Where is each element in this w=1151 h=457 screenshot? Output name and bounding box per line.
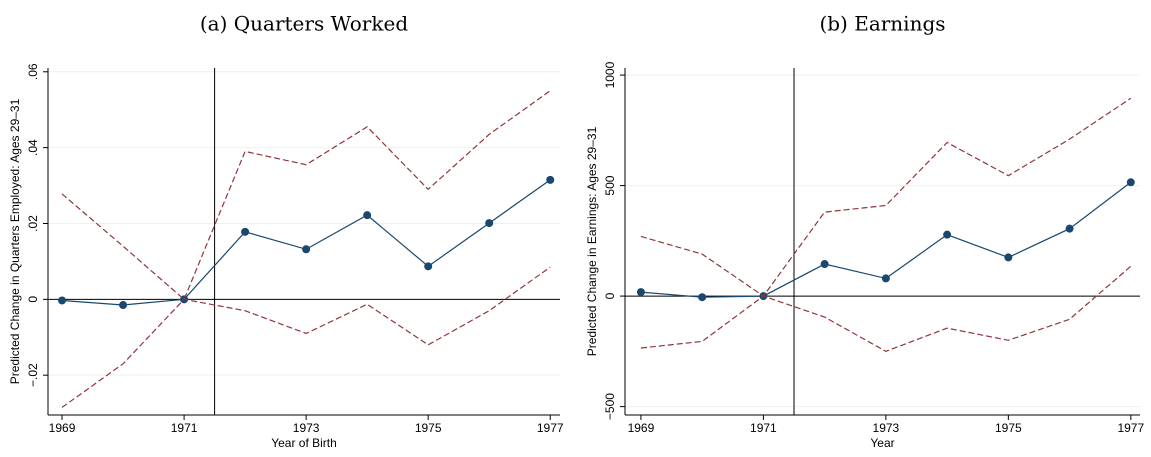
x-tick-label: 1969 <box>628 421 655 435</box>
point <box>119 301 128 310</box>
series-line <box>640 265 1132 353</box>
y-tick-label: 0 <box>26 296 40 303</box>
panel-title: (a) Quarters Worked <box>200 12 408 36</box>
x-tick-label: 1973 <box>293 421 320 435</box>
point <box>1065 224 1074 233</box>
point <box>1126 178 1135 187</box>
point <box>302 245 311 254</box>
point <box>546 175 555 184</box>
x-axis-label: Year <box>870 436 894 450</box>
point <box>636 288 645 297</box>
y-tick-label: −500 <box>603 393 617 420</box>
y-tick-label: .04 <box>26 139 40 156</box>
y-tick-label: .06 <box>26 63 40 80</box>
point <box>1004 253 1013 262</box>
y-tick-label: 500 <box>603 175 617 195</box>
y-tick-label: 0 <box>603 292 617 299</box>
y-axis-label: Predicted Change in Quarters Employed: A… <box>8 98 22 384</box>
x-tick-label: 1969 <box>49 421 76 435</box>
point <box>424 262 433 271</box>
x-tick-label: 1977 <box>537 421 564 435</box>
point <box>485 219 494 228</box>
x-axis-label: Year of Birth <box>271 436 337 450</box>
panel: (b) Earnings Year Predicted Change in Earn… <box>585 12 1144 451</box>
x-tick-label: 1971 <box>171 421 198 435</box>
point <box>820 260 829 269</box>
point <box>881 274 890 283</box>
x-tick-label: 1977 <box>1117 421 1144 435</box>
y-axis-label: Predicted Change in Earnings: Ages 29–31 <box>585 126 599 356</box>
series-line <box>640 97 1132 297</box>
series-line <box>61 179 551 306</box>
panel: (a) Quarters Worked Year of Birth Predicte… <box>8 12 564 451</box>
x-tick-label: 1971 <box>750 421 777 435</box>
x-tick-label: 1973 <box>873 421 900 435</box>
point <box>943 230 952 239</box>
series-line <box>61 266 551 408</box>
point <box>241 227 250 236</box>
y-tick-label: 1000 <box>603 61 617 88</box>
panel-title: (b) Earnings <box>819 12 945 36</box>
series-line <box>61 90 551 301</box>
point <box>363 211 372 220</box>
x-tick-label: 1975 <box>995 421 1022 435</box>
point <box>698 293 707 302</box>
y-tick-label: −.02 <box>26 363 40 387</box>
x-tick-label: 1975 <box>415 421 442 435</box>
y-tick-label: .02 <box>26 215 40 232</box>
point <box>58 296 67 305</box>
